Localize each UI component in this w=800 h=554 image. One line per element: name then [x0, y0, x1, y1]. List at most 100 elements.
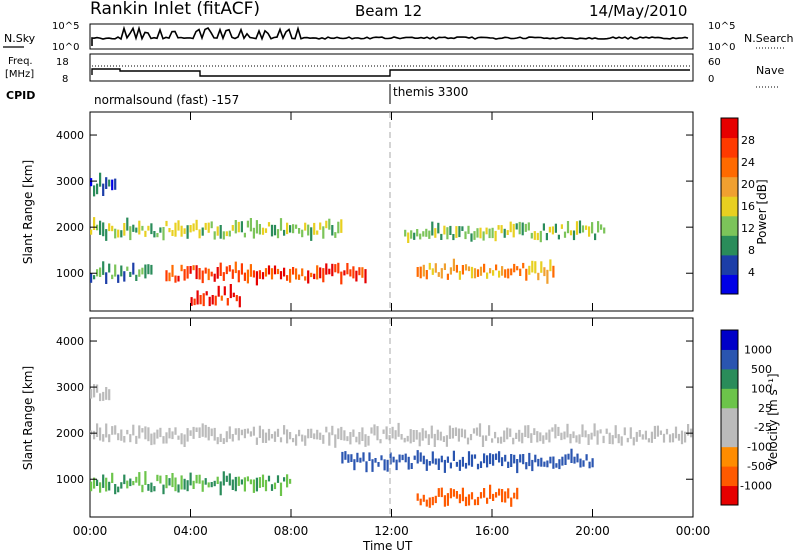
echo-cell: [551, 427, 554, 432]
echo-cell: [325, 263, 328, 275]
echo-cell: [337, 221, 340, 234]
echo-cell: [316, 230, 319, 235]
echo-cell: [328, 218, 331, 230]
echo-cell: [353, 459, 356, 471]
nsky-panel: N.Sky 10^5 10^0 10^5 10^0 N.Search: [3, 21, 794, 53]
echo-cell: [138, 220, 141, 235]
colorbar-tick-label: 4: [748, 266, 755, 279]
echo-cell: [585, 454, 588, 461]
echo-cell: [579, 458, 582, 468]
echo-cell: [569, 433, 572, 444]
echo-cell: [536, 232, 539, 241]
echo-cell: [289, 225, 292, 233]
echo-cell: [246, 269, 249, 284]
echo-cell: [489, 453, 492, 465]
echo-cell: [464, 496, 468, 507]
echo-cell: [111, 179, 114, 191]
echo-cell: [346, 436, 349, 442]
echo-cell: [147, 484, 150, 491]
echo-cell: [117, 274, 120, 283]
colorbar-swatch: [721, 196, 738, 217]
echo-cell: [96, 479, 99, 486]
echo-cell: [93, 185, 96, 197]
echo-cell: [292, 438, 295, 443]
echo-cell: [243, 272, 246, 281]
echo-cell: [497, 225, 500, 230]
echo-cell: [243, 428, 246, 439]
echo-cell: [434, 228, 437, 238]
echo-cell: [404, 453, 407, 463]
echo-cell: [144, 471, 147, 485]
echo-cell: [150, 264, 153, 275]
echo-cell: [190, 297, 193, 306]
echo-cell: [99, 267, 102, 277]
echo-cell: [510, 268, 513, 276]
echo-cell: [510, 454, 513, 467]
echo-cell: [599, 429, 602, 434]
echo-cell: [340, 426, 343, 441]
x-axis-label: Time UT: [362, 539, 413, 553]
echo-cell: [273, 431, 277, 442]
echo-cell: [668, 434, 672, 443]
echo-cell: [443, 495, 446, 507]
colorbar-swatch: [721, 466, 738, 487]
echo-cell: [204, 424, 207, 438]
echo-cell: [228, 426, 231, 439]
echo-cell: [198, 268, 201, 280]
echo-cell: [614, 425, 617, 439]
echo-cell: [431, 496, 434, 506]
echo-cell: [186, 225, 189, 239]
echo-cell: [117, 486, 120, 493]
echo-cell: [543, 267, 546, 277]
echo-cell: [533, 231, 536, 240]
y-tick-label: 2000: [56, 427, 84, 440]
echo-cell: [90, 481, 93, 492]
echo-cell: [534, 454, 537, 463]
echo-cell: [246, 476, 249, 482]
echo-cell: [123, 474, 126, 485]
echo-cell: [452, 450, 455, 461]
x-tick-label: 08:00: [274, 524, 309, 538]
echo-cell: [234, 220, 237, 234]
echo-cell: [252, 426, 255, 436]
echo-cell: [210, 271, 213, 277]
echo-cell: [509, 428, 512, 437]
power-y-axis: 1000 2000 3000 4000: [56, 129, 693, 280]
colorbar-swatch: [721, 215, 738, 236]
echo-cell: [545, 432, 548, 440]
echo-cell: [279, 437, 283, 443]
echo-cell: [159, 475, 162, 484]
echo-cell: [183, 478, 186, 490]
freq-tick-top: 18: [56, 57, 69, 68]
echo-cell: [222, 231, 225, 240]
echo-cell: [585, 225, 588, 230]
echo-cell: [516, 266, 519, 271]
echo-cell: [578, 434, 581, 444]
echo-cell: [198, 427, 201, 438]
echo-cell: [485, 435, 488, 441]
echo-cell: [380, 455, 383, 461]
echo-cell: [362, 452, 365, 462]
echo-cell: [126, 266, 129, 271]
echo-cell: [542, 223, 545, 231]
echo-cell: [483, 453, 486, 464]
echo-cell: [144, 426, 147, 440]
echo-cell: [596, 430, 599, 445]
echo-cell: [428, 461, 431, 466]
colorbar-swatch: [721, 349, 738, 370]
echo-cell: [537, 458, 540, 467]
colorbar-tick-label: 100: [751, 382, 772, 395]
echo-cell: [374, 458, 377, 463]
echo-cell: [204, 222, 207, 230]
echo-cell: [129, 226, 132, 241]
echo-cell: [183, 228, 186, 234]
echo-cell: [165, 475, 168, 489]
echo-cell: [546, 269, 549, 284]
echo-cell: [422, 455, 425, 465]
echo-cell: [141, 267, 144, 275]
echo-cell: [486, 497, 489, 504]
colorbar-frame: [720, 329, 739, 506]
echo-cell: [90, 389, 93, 399]
echo-cell: [422, 494, 425, 502]
